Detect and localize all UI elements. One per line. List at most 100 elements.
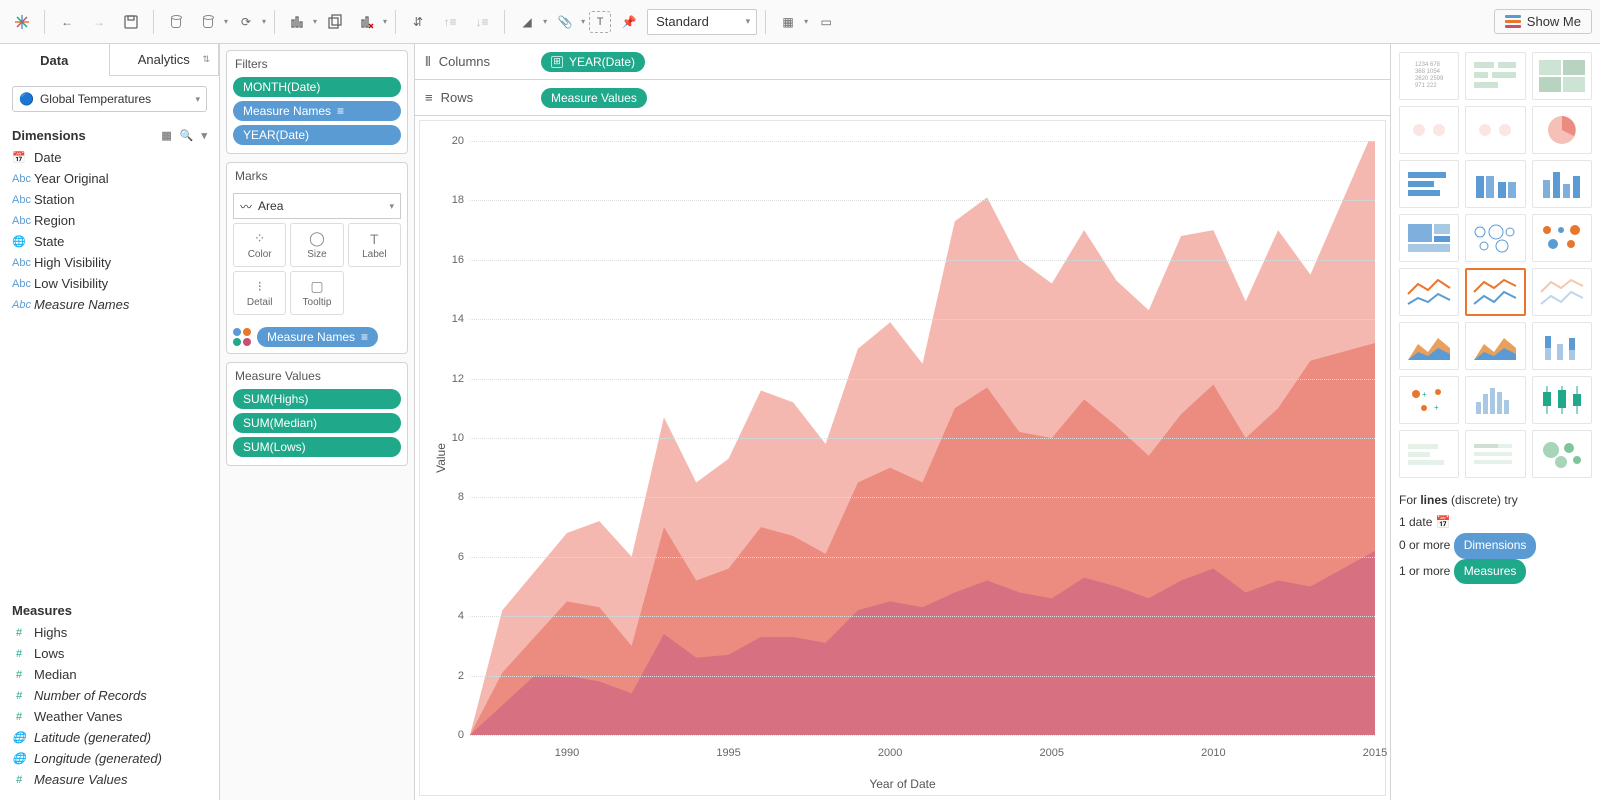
mark-color-button[interactable]: ⁘Color — [233, 223, 286, 267]
highlight-dropdown[interactable]: ◢▾ — [513, 8, 547, 36]
datasource-selector[interactable]: 🔵Global Temperatures — [12, 86, 207, 112]
showme-thumb-17[interactable] — [1532, 322, 1592, 370]
tab-data[interactable]: Data — [0, 44, 110, 76]
measure-value-pill[interactable]: SUM(Highs) — [233, 389, 401, 409]
view-icon[interactable]: ▦ — [161, 129, 171, 142]
showme-thumb-4[interactable] — [1465, 106, 1525, 154]
field-station[interactable]: AbcStation — [4, 189, 215, 210]
field-label: Longitude (generated) — [34, 751, 162, 766]
new-worksheet-dropdown[interactable]: ▾ — [283, 8, 317, 36]
field-high-visibility[interactable]: AbcHigh Visibility — [4, 252, 215, 273]
field-label: Station — [34, 192, 74, 207]
filter-pill[interactable]: Measure Names≡ — [233, 101, 401, 121]
marks-color-pill[interactable]: Measure Names≡ — [257, 327, 378, 347]
field-median[interactable]: #Median — [4, 664, 215, 685]
showme-thumb-13[interactable] — [1465, 268, 1525, 316]
duplicate-button[interactable] — [321, 8, 349, 36]
showme-thumb-21[interactable] — [1399, 430, 1459, 478]
x-tick-label: 2000 — [878, 747, 902, 759]
showme-thumb-16[interactable] — [1465, 322, 1525, 370]
measure-value-pill[interactable]: SUM(Median) — [233, 413, 401, 433]
mark-tooltip-button[interactable]: ▢Tooltip — [290, 271, 343, 315]
save-button[interactable] — [117, 8, 145, 36]
clear-dropdown[interactable]: ▾ — [353, 8, 387, 36]
mark-type-selector[interactable]: 〰 Area — [233, 193, 401, 219]
field-year-original[interactable]: AbcYear Original — [4, 168, 215, 189]
showme-thumb-5[interactable] — [1532, 106, 1592, 154]
field-weather-vanes[interactable]: #Weather Vanes — [4, 706, 215, 727]
field-measure-values[interactable]: #Measure Values — [4, 769, 215, 790]
mark-btn-icon: T — [370, 231, 379, 247]
field-lows[interactable]: #Lows — [4, 643, 215, 664]
field-latitude-generated-[interactable]: 🌐Latitude (generated) — [4, 727, 215, 748]
showme-thumb-7[interactable] — [1465, 160, 1525, 208]
showme-thumb-19[interactable] — [1465, 376, 1525, 424]
y-tick-label: 10 — [436, 432, 464, 444]
showme-thumb-22[interactable] — [1465, 430, 1525, 478]
showme-thumb-10[interactable] — [1465, 214, 1525, 262]
sort-desc-button[interactable]: ↓≡ — [468, 8, 496, 36]
field-longitude-generated-[interactable]: 🌐Longitude (generated) — [4, 748, 215, 769]
columns-pill[interactable]: ⊞YEAR(Date) — [541, 52, 645, 72]
showme-thumb-14[interactable] — [1532, 268, 1592, 316]
field-highs[interactable]: #Highs — [4, 622, 215, 643]
back-button[interactable]: ← — [53, 8, 81, 36]
dimensions-header-label: Dimensions — [12, 128, 86, 143]
showme-thumb-2[interactable] — [1532, 52, 1592, 100]
mark-label-button[interactable]: TLabel — [348, 223, 401, 267]
showme-hint: For lines (discrete) try 1 date 📅 0 or m… — [1399, 490, 1592, 584]
showme-thumb-6[interactable] — [1399, 160, 1459, 208]
marks-color-shelf[interactable]: Measure Names≡ — [227, 321, 407, 353]
showme-panel: 1234 678368 10542620 2599971 222 ++ For l… — [1390, 44, 1600, 800]
tab-data-label: Data — [40, 53, 68, 68]
rows-pill[interactable]: Measure Values — [541, 88, 647, 108]
datasource-button[interactable] — [162, 8, 190, 36]
fit-selector[interactable]: Standard — [647, 9, 757, 35]
logo-icon[interactable] — [8, 8, 36, 36]
field-date[interactable]: 📅Date — [4, 147, 215, 168]
showme-thumb-20[interactable] — [1532, 376, 1592, 424]
field-low-visibility[interactable]: AbcLow Visibility — [4, 273, 215, 294]
chart-viewport[interactable]: Value Year of Date 024681012141618201990… — [419, 120, 1386, 796]
showme-thumb-12[interactable] — [1399, 268, 1459, 316]
showme-thumb-9[interactable] — [1399, 214, 1459, 262]
tab-analytics[interactable]: Analytics⇅ — [110, 44, 220, 76]
rule3-lead: 1 or more — [1399, 564, 1454, 578]
rows-shelf[interactable]: ≡Rows Measure Values — [415, 80, 1390, 116]
menu-icon[interactable]: ▾ — [201, 129, 207, 142]
showme-button[interactable]: Show Me — [1494, 9, 1592, 34]
filter-pill[interactable]: YEAR(Date) — [233, 125, 401, 145]
showme-thumb-1[interactable] — [1465, 52, 1525, 100]
showme-thumb-8[interactable] — [1532, 160, 1592, 208]
group-dropdown[interactable]: 📎▾ — [551, 8, 585, 36]
presentation-button[interactable]: ▭ — [812, 8, 840, 36]
forward-button[interactable]: → — [85, 8, 113, 36]
mark-size-button[interactable]: ◯Size — [290, 223, 343, 267]
pill-label: SUM(Median) — [243, 416, 317, 430]
field-state[interactable]: 🌐State — [4, 231, 215, 252]
columns-shelf[interactable]: ⦀Columns ⊞YEAR(Date) — [415, 44, 1390, 80]
refresh-dropdown[interactable]: ▾ — [194, 8, 228, 36]
cards-dropdown[interactable]: ▦▾ — [774, 8, 808, 36]
measure-value-pill[interactable]: SUM(Lows) — [233, 437, 401, 457]
refresh-play-dropdown[interactable]: ⟳▾ — [232, 8, 266, 36]
filter-pill[interactable]: MONTH(Date) — [233, 77, 401, 97]
field-region[interactable]: AbcRegion — [4, 210, 215, 231]
pin-button[interactable]: 📌 — [615, 8, 643, 36]
showme-thumb-23[interactable] — [1532, 430, 1592, 478]
showme-thumb-0[interactable]: 1234 678368 10542620 2599971 222 — [1399, 52, 1459, 100]
labels-button[interactable]: T — [589, 11, 611, 33]
field-number-of-records[interactable]: #Number of Records — [4, 685, 215, 706]
field-measure-names[interactable]: AbcMeasure Names — [4, 294, 215, 315]
showme-thumb-18[interactable]: ++ — [1399, 376, 1459, 424]
showme-thumb-15[interactable] — [1399, 322, 1459, 370]
sort-asc-button[interactable]: ↑≡ — [436, 8, 464, 36]
field-label: High Visibility — [34, 255, 111, 270]
search-icon[interactable]: 🔍 — [180, 129, 194, 142]
showme-thumb-11[interactable] — [1532, 214, 1592, 262]
field-type-icon: 🌐 — [12, 731, 26, 744]
showme-thumb-3[interactable] — [1399, 106, 1459, 154]
mark-detail-button[interactable]: ⁝Detail — [233, 271, 286, 315]
swap-button[interactable]: ⇵ — [404, 8, 432, 36]
field-label: Measure Names — [34, 297, 129, 312]
